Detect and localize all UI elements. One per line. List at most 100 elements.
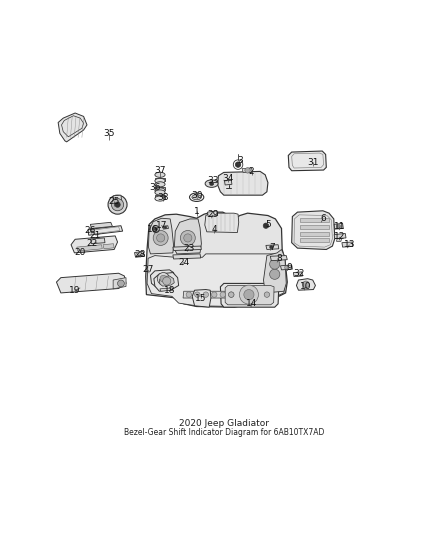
- Circle shape: [117, 280, 124, 287]
- Polygon shape: [155, 187, 165, 190]
- Text: 22: 22: [86, 239, 98, 248]
- Polygon shape: [270, 256, 287, 261]
- Circle shape: [240, 285, 258, 304]
- Polygon shape: [148, 218, 173, 254]
- Circle shape: [209, 182, 214, 185]
- Text: 21: 21: [90, 231, 101, 240]
- Text: 12: 12: [334, 232, 346, 241]
- Polygon shape: [155, 195, 165, 199]
- Polygon shape: [113, 278, 126, 289]
- Circle shape: [212, 292, 217, 297]
- Text: 19: 19: [69, 286, 81, 295]
- Circle shape: [235, 162, 241, 167]
- Circle shape: [115, 202, 120, 207]
- Polygon shape: [224, 180, 232, 185]
- Text: 9: 9: [286, 263, 292, 272]
- Text: 4: 4: [212, 224, 217, 233]
- Text: 18: 18: [164, 286, 176, 295]
- Polygon shape: [146, 212, 287, 307]
- Text: 36: 36: [149, 183, 161, 192]
- Polygon shape: [57, 273, 126, 293]
- Polygon shape: [334, 223, 343, 229]
- Circle shape: [336, 224, 341, 229]
- Text: 33: 33: [207, 176, 219, 185]
- Polygon shape: [342, 242, 353, 247]
- Text: 25: 25: [109, 197, 120, 206]
- Text: 28: 28: [134, 250, 145, 259]
- Text: 2: 2: [249, 167, 254, 176]
- Polygon shape: [336, 239, 342, 241]
- Circle shape: [164, 226, 167, 229]
- Polygon shape: [288, 151, 326, 171]
- Circle shape: [244, 289, 254, 300]
- Text: 10: 10: [300, 282, 312, 292]
- Polygon shape: [155, 177, 165, 181]
- Polygon shape: [297, 279, 315, 290]
- Circle shape: [229, 292, 234, 297]
- Text: 16: 16: [148, 224, 159, 233]
- Text: 15: 15: [195, 294, 206, 303]
- Polygon shape: [300, 218, 329, 222]
- Text: 24: 24: [178, 258, 189, 267]
- Ellipse shape: [155, 188, 165, 193]
- Polygon shape: [134, 252, 145, 257]
- Text: 17: 17: [156, 221, 167, 230]
- Circle shape: [270, 259, 280, 269]
- Polygon shape: [300, 225, 329, 229]
- Circle shape: [229, 292, 234, 297]
- Polygon shape: [218, 172, 268, 195]
- Ellipse shape: [155, 196, 165, 201]
- Circle shape: [194, 292, 200, 297]
- Text: 37: 37: [154, 166, 166, 175]
- Text: 26: 26: [85, 225, 96, 235]
- Polygon shape: [91, 238, 105, 244]
- Circle shape: [303, 281, 309, 288]
- Text: 29: 29: [207, 211, 218, 220]
- Circle shape: [270, 269, 280, 279]
- Text: 13: 13: [344, 240, 355, 249]
- Text: 38: 38: [158, 193, 169, 203]
- Circle shape: [111, 199, 124, 211]
- Text: 35: 35: [103, 129, 115, 138]
- Text: 30: 30: [191, 191, 202, 200]
- Polygon shape: [205, 213, 239, 232]
- Ellipse shape: [155, 172, 165, 177]
- Polygon shape: [192, 289, 211, 307]
- Circle shape: [184, 234, 192, 242]
- Text: 1: 1: [194, 207, 200, 216]
- Polygon shape: [151, 270, 175, 287]
- Circle shape: [157, 272, 170, 285]
- Polygon shape: [58, 113, 87, 142]
- Polygon shape: [103, 244, 114, 249]
- Ellipse shape: [155, 190, 165, 195]
- Polygon shape: [266, 245, 279, 249]
- Text: 27: 27: [142, 265, 154, 274]
- Circle shape: [264, 292, 270, 297]
- Polygon shape: [242, 168, 252, 172]
- Text: 3: 3: [237, 156, 243, 165]
- Ellipse shape: [205, 180, 218, 188]
- Polygon shape: [147, 254, 285, 306]
- Polygon shape: [225, 286, 274, 305]
- Ellipse shape: [192, 195, 201, 200]
- Polygon shape: [300, 238, 329, 242]
- Circle shape: [186, 292, 191, 297]
- Polygon shape: [159, 276, 174, 286]
- Text: 14: 14: [246, 300, 257, 308]
- Text: 20: 20: [74, 248, 86, 257]
- Circle shape: [203, 292, 208, 297]
- Circle shape: [270, 245, 273, 249]
- Polygon shape: [293, 272, 303, 277]
- Text: 6: 6: [320, 214, 326, 223]
- Polygon shape: [264, 249, 286, 293]
- Circle shape: [180, 230, 195, 245]
- Polygon shape: [300, 232, 329, 236]
- Polygon shape: [174, 219, 201, 254]
- Text: 5: 5: [266, 220, 272, 229]
- Circle shape: [285, 266, 288, 269]
- Ellipse shape: [155, 179, 165, 183]
- Circle shape: [162, 277, 171, 285]
- Polygon shape: [292, 211, 335, 249]
- Polygon shape: [183, 291, 237, 298]
- Text: 8: 8: [276, 254, 282, 263]
